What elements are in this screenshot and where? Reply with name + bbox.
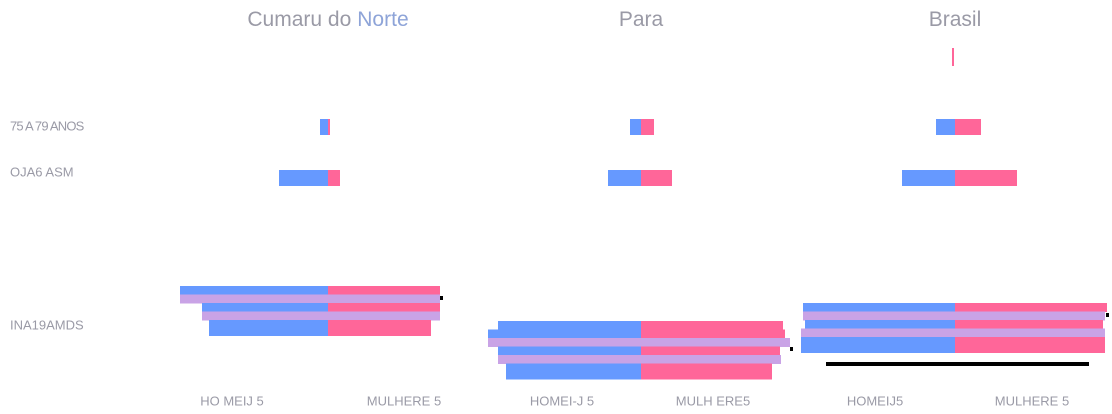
x-label: MULHERE 5	[367, 393, 441, 408]
bar-men	[803, 311, 955, 321]
bar-women	[955, 311, 1105, 321]
bar-men	[498, 355, 641, 364]
chart-title: Cumaru do Norte	[247, 8, 408, 31]
bar-women	[328, 303, 440, 312]
bar-men	[202, 311, 328, 321]
bar-women	[641, 355, 781, 364]
baseline	[826, 362, 1089, 366]
bar-women	[328, 320, 431, 336]
dot	[790, 347, 793, 351]
bar-men	[488, 338, 641, 347]
bar-women	[328, 170, 340, 186]
bar-men	[209, 320, 328, 336]
bar-women	[955, 320, 1103, 329]
bar-men	[279, 170, 328, 186]
bar-women	[641, 329, 785, 339]
title-part: Norte	[357, 8, 408, 31]
title-part: Brasil	[929, 8, 982, 31]
bar-men	[630, 119, 641, 135]
bar-women	[955, 328, 1105, 338]
bar-men	[180, 294, 328, 304]
bar-men	[488, 329, 641, 339]
bar-women	[955, 303, 1107, 312]
title-part: Cumaru do	[247, 8, 351, 31]
bar-men	[805, 320, 955, 329]
x-label: HOMEI-J 5	[530, 393, 594, 408]
bar-men	[498, 321, 641, 330]
bar-women	[955, 170, 1017, 186]
bar-men	[801, 328, 955, 338]
bar-women	[641, 363, 772, 380]
title-part: Para	[619, 8, 664, 31]
bar-men	[498, 346, 641, 356]
bar-men	[202, 303, 328, 312]
bar-men	[506, 363, 641, 380]
bar-women	[328, 119, 330, 135]
bar-men	[936, 119, 955, 135]
x-label: MULH ERE5	[676, 393, 750, 408]
bar-women	[328, 294, 440, 304]
bar-women	[641, 346, 780, 356]
chart-title: Para	[619, 8, 664, 31]
bar-women	[328, 311, 440, 321]
bar-women	[641, 338, 790, 347]
bar-men	[803, 303, 955, 312]
bar-men	[801, 337, 955, 353]
marker	[952, 48, 954, 66]
bar-men	[180, 286, 328, 295]
bar-women	[955, 119, 981, 135]
row-label: INA19AMDS	[10, 317, 84, 332]
bar-women	[641, 321, 783, 330]
row-label: OJA6 ASM	[10, 164, 74, 179]
bar-women	[955, 337, 1105, 353]
bar-men	[608, 170, 641, 186]
row-label: 75 A 79 ANOS	[10, 118, 85, 133]
bar-men	[902, 170, 955, 186]
x-label: HO MEIJ 5	[200, 393, 264, 408]
bar-men	[320, 119, 328, 135]
dot	[440, 296, 443, 300]
x-label: MULHERE 5	[995, 393, 1069, 408]
x-label: HOMEIJ5	[847, 393, 903, 408]
bar-women	[641, 119, 654, 135]
bar-women	[328, 286, 440, 295]
chart-title: Brasil	[929, 8, 982, 31]
bar-women	[641, 170, 672, 186]
dot	[1106, 313, 1109, 317]
